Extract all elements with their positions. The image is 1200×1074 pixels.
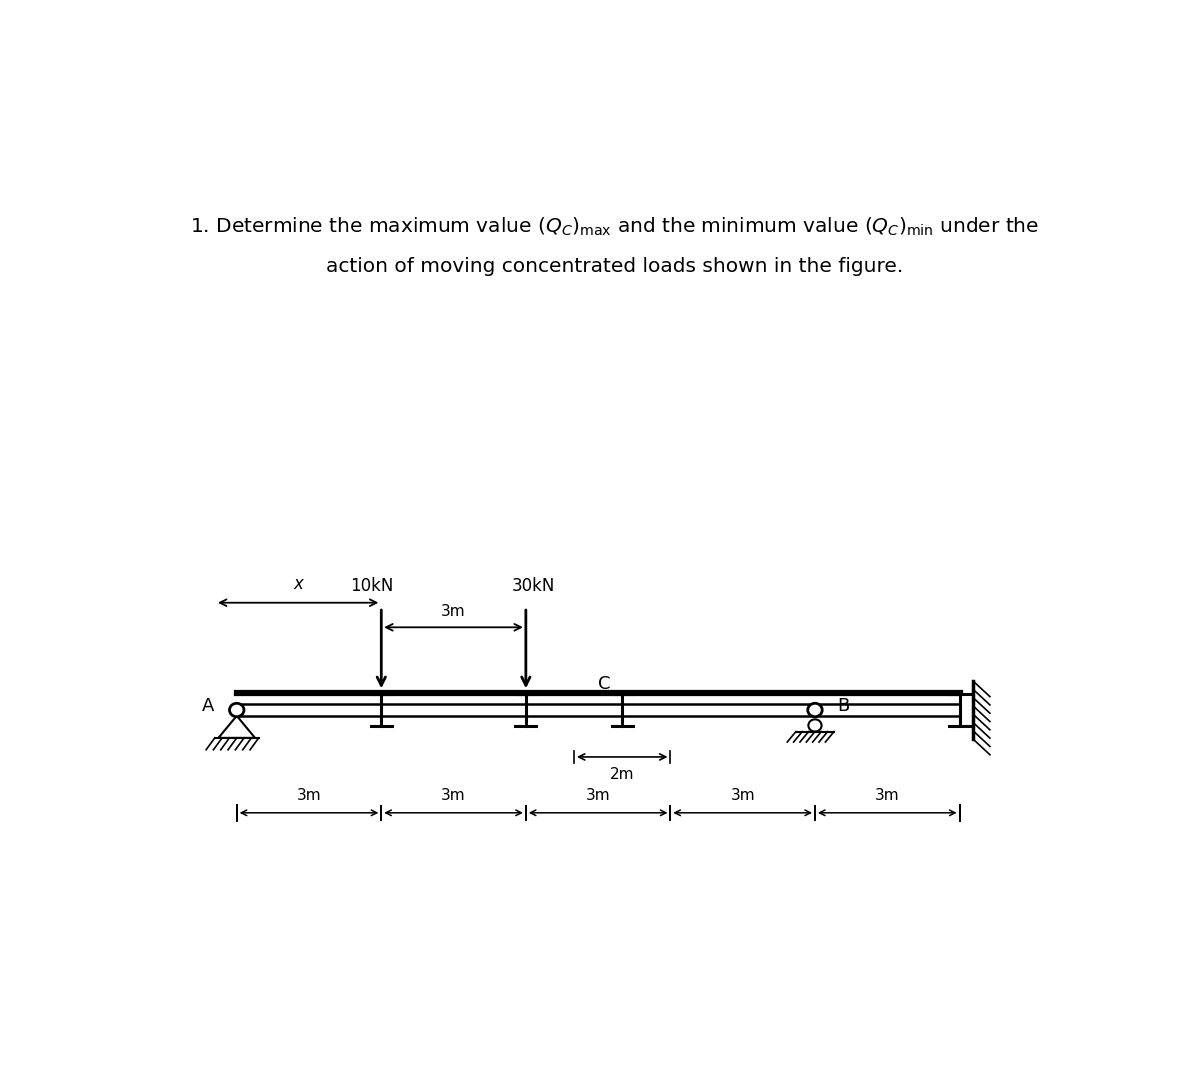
Text: C: C	[598, 676, 610, 693]
Text: 3m: 3m	[442, 788, 466, 803]
Text: 1. Determine the maximum value $(Q_C)_{\mathrm{max}}$ and the minimum value $(Q_: 1. Determine the maximum value $(Q_C)_{\…	[191, 216, 1039, 238]
Text: 10kN: 10kN	[350, 577, 394, 595]
Text: A: A	[202, 697, 214, 715]
Text: 3m: 3m	[296, 788, 322, 803]
Text: B: B	[836, 697, 850, 715]
Circle shape	[808, 703, 822, 716]
Text: 3m: 3m	[875, 788, 900, 803]
Text: 3m: 3m	[586, 788, 611, 803]
Text: 3m: 3m	[442, 605, 466, 620]
Text: action of moving concentrated loads shown in the figure.: action of moving concentrated loads show…	[326, 257, 904, 276]
Text: 2m: 2m	[610, 767, 635, 782]
Text: 3m: 3m	[731, 788, 755, 803]
Circle shape	[229, 703, 244, 716]
Text: x: x	[293, 575, 304, 593]
Text: 30kN: 30kN	[511, 577, 554, 595]
